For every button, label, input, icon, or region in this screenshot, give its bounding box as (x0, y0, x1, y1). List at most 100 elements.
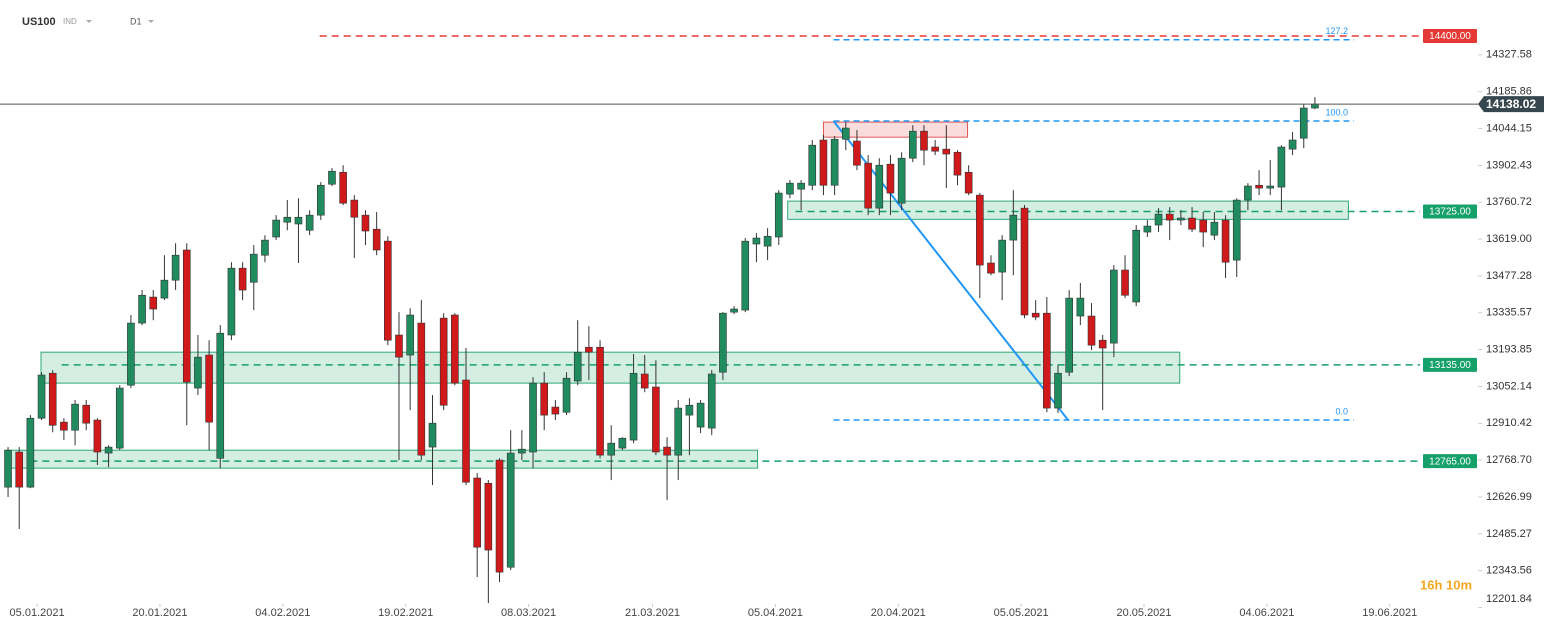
candle-body (640, 373, 649, 389)
x-tick-label: 05.01.2021 (10, 607, 65, 619)
candle-body (115, 387, 124, 449)
candle-body (942, 148, 951, 155)
level-label: 12765.00 (1429, 456, 1471, 467)
fib-trend-line (832, 120, 1069, 421)
candle-body (428, 422, 437, 448)
y-tick-label: 13760.72 (1486, 196, 1532, 208)
candle-body (439, 317, 448, 406)
candle-body (261, 239, 269, 256)
market-caret[interactable] (86, 20, 92, 23)
candle-body (864, 162, 872, 209)
x-tick-label: 20.05.2021 (1116, 607, 1171, 619)
x-tick-label: 19.02.2021 (378, 607, 433, 619)
fib-label: 0.0 (1335, 406, 1348, 416)
candle-body (71, 403, 79, 431)
candle-body (171, 254, 180, 281)
candle-body (1121, 269, 1129, 296)
candle-body (741, 240, 750, 311)
candle-body (1165, 213, 1174, 221)
candle-body (1009, 214, 1018, 241)
x-tick-label: 04.06.2021 (1239, 607, 1294, 619)
y-tick-label: 13477.28 (1486, 270, 1532, 282)
candle-body (674, 407, 683, 456)
candle-body (249, 253, 258, 283)
candle-body (1143, 225, 1152, 233)
candle-body (518, 448, 526, 454)
candle-body (618, 437, 627, 449)
current-price-box (1478, 96, 1544, 113)
timeframe-caret[interactable] (148, 20, 154, 23)
candle-body (540, 382, 548, 416)
candle-body (462, 379, 470, 483)
x-tick-label: 20.01.2021 (132, 607, 187, 619)
candle-body (1210, 221, 1219, 236)
candle-body (763, 235, 772, 247)
y-tick-label: 13193.85 (1486, 344, 1532, 356)
candle-body (897, 157, 906, 204)
candle-body (339, 171, 347, 204)
x-tick-label: 19.06.2021 (1362, 607, 1417, 619)
candle-body (987, 262, 995, 274)
x-tick-label: 04.02.2021 (255, 607, 310, 619)
candle-body (931, 146, 939, 152)
y-tick-label: 12768.70 (1486, 454, 1532, 466)
candle-body (752, 237, 761, 245)
candle-body (819, 139, 828, 186)
level-label: 13725.00 (1429, 207, 1471, 218)
candle-body (1221, 219, 1230, 263)
candle-body (138, 294, 146, 324)
candle-body (562, 377, 571, 413)
candle-body (663, 446, 671, 456)
y-tick-label: 14185.86 (1486, 86, 1532, 98)
timeframe[interactable]: D1 (130, 16, 142, 26)
candle-body (730, 308, 738, 313)
candle-body (585, 346, 593, 353)
candle-body (998, 239, 1006, 273)
candle-body (1299, 107, 1308, 139)
candle-body (529, 382, 537, 453)
candle-body (227, 267, 236, 336)
x-tick-label: 05.04.2021 (748, 607, 803, 619)
candle-body (205, 354, 213, 423)
candle-body (953, 151, 962, 176)
candle-body (127, 322, 135, 386)
y-tick-label: 13619.00 (1486, 233, 1532, 245)
candle-body (60, 421, 68, 431)
candle-body (1266, 185, 1275, 189)
symbol[interactable]: US100 (22, 16, 56, 28)
candle-body (384, 240, 392, 341)
x-tick-label: 21.03.2021 (625, 607, 680, 619)
candle-body (1065, 297, 1073, 373)
candle-body (875, 164, 884, 209)
candle-body (216, 332, 225, 459)
candle-body (15, 451, 24, 488)
fib-label: 127.2 (1325, 26, 1348, 36)
candle-body (707, 373, 716, 429)
level-label: 14400.00 (1429, 31, 1471, 42)
candle-body (182, 249, 191, 383)
candle-body (361, 214, 370, 232)
level-label-box (1423, 204, 1477, 219)
candle-body (1188, 217, 1196, 230)
y-tick-label: 12910.42 (1486, 417, 1532, 429)
market: IND (63, 17, 77, 26)
y-tick-label: 12201.84 (1486, 593, 1532, 605)
zone (40, 351, 1181, 384)
y-tick-label: 12485.27 (1486, 528, 1532, 540)
candle-body (696, 402, 705, 428)
candle-body (551, 406, 560, 415)
candle-body (1054, 372, 1062, 409)
candle-body (1098, 339, 1107, 349)
candle-body (920, 130, 928, 151)
candle-body (841, 127, 850, 140)
candle-body (1277, 146, 1286, 188)
plot: 127.2 100.0 0.0 14400.00 13725.00 13135.00 127… (0, 26, 1544, 619)
candle-body (909, 130, 917, 159)
candle-body (417, 322, 426, 456)
candle-body (964, 171, 973, 194)
candle-body (305, 214, 314, 231)
fib-label: 100.0 (1325, 107, 1348, 117)
candle-body (104, 446, 113, 454)
candle-body (484, 482, 493, 551)
